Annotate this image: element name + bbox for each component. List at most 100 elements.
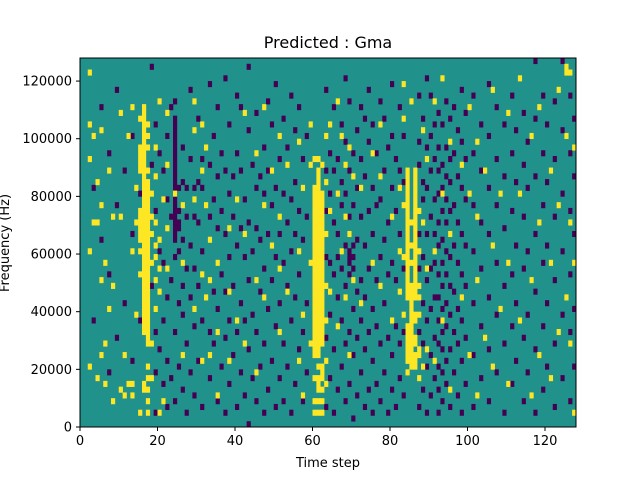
- low-level-cell: [502, 282, 507, 289]
- high-level-cell: [312, 375, 317, 382]
- low-level-cell: [428, 265, 433, 272]
- low-level-cell: [436, 386, 441, 393]
- low-level-cell: [463, 196, 468, 203]
- high-level-cell: [529, 132, 534, 140]
- high-level-cell: [297, 248, 302, 255]
- high-level-cell: [343, 294, 348, 301]
- low-level-cell: [390, 352, 395, 359]
- low-level-cell: [366, 386, 371, 393]
- low-level-cell: [393, 403, 399, 411]
- low-level-cell: [397, 230, 402, 238]
- high-level-cell: [316, 311, 321, 318]
- high-level-cell: [215, 259, 220, 266]
- low-level-cell: [281, 115, 286, 122]
- low-level-cell: [173, 236, 178, 243]
- high-level-cell: [405, 230, 410, 238]
- high-level-cell: [409, 259, 414, 266]
- high-level-cell: [409, 328, 414, 336]
- low-level-cell: [289, 92, 294, 99]
- high-level-cell: [277, 265, 282, 272]
- low-level-cell: [362, 403, 368, 411]
- low-level-cell: [436, 144, 441, 151]
- low-level-cell: [324, 207, 329, 214]
- low-level-cell: [479, 265, 484, 272]
- low-level-cell: [161, 167, 166, 174]
- high-level-cell: [254, 369, 259, 376]
- high-level-cell: [506, 259, 511, 266]
- high-level-cell: [448, 386, 453, 393]
- low-level-cell: [343, 282, 348, 289]
- high-level-cell: [138, 150, 143, 157]
- high-level-cell: [149, 259, 154, 266]
- low-level-cell: [339, 265, 344, 272]
- high-level-cell: [316, 167, 321, 174]
- high-level-cell: [413, 277, 418, 284]
- high-level-cell: [564, 294, 569, 301]
- high-level-cell: [401, 115, 406, 122]
- low-level-cell: [169, 213, 174, 220]
- low-level-cell: [448, 179, 453, 186]
- low-level-cell: [455, 340, 461, 347]
- low-level-cell: [510, 380, 515, 387]
- high-level-cell: [409, 323, 414, 330]
- low-level-cell: [347, 259, 352, 266]
- low-level-cell: [417, 161, 422, 168]
- low-level-cell: [355, 184, 360, 191]
- high-level-cell: [316, 282, 321, 289]
- low-level-cell: [250, 311, 255, 318]
- high-level-cell: [316, 375, 321, 382]
- high-level-cell: [517, 190, 523, 197]
- low-level-cell: [324, 167, 329, 174]
- low-level-cell: [254, 184, 259, 191]
- low-level-cell: [440, 398, 445, 405]
- high-level-cell: [312, 225, 317, 232]
- low-level-cell: [572, 363, 577, 370]
- high-level-cell: [312, 265, 317, 272]
- low-level-cell: [432, 294, 437, 301]
- high-level-cell: [269, 242, 275, 249]
- low-level-cell: [339, 202, 344, 209]
- low-level-cell: [235, 328, 240, 336]
- low-level-cell: [188, 156, 193, 163]
- high-level-cell: [320, 323, 325, 330]
- high-level-cell: [564, 69, 569, 76]
- high-level-cell: [440, 75, 445, 82]
- low-level-cell: [432, 230, 437, 238]
- high-level-cell: [145, 230, 151, 238]
- high-level-cell: [149, 230, 154, 238]
- low-level-cell: [552, 403, 557, 411]
- high-level-cell: [529, 392, 534, 399]
- high-level-cell: [91, 132, 96, 140]
- high-level-cell: [556, 202, 561, 209]
- low-level-cell: [235, 242, 240, 249]
- high-level-cell: [370, 259, 375, 266]
- low-level-cell: [114, 334, 120, 341]
- high-level-cell: [91, 219, 96, 226]
- high-level-cell: [269, 167, 275, 174]
- low-level-cell: [250, 161, 255, 168]
- high-level-cell: [316, 323, 321, 330]
- low-level-cell: [452, 150, 457, 157]
- low-level-cell: [560, 58, 565, 65]
- high-level-cell: [324, 317, 329, 324]
- low-level-cell: [459, 86, 464, 93]
- high-level-cell: [142, 300, 147, 307]
- low-level-cell: [552, 98, 557, 105]
- high-level-cell: [145, 242, 151, 249]
- high-level-cell: [320, 248, 325, 255]
- y-tick-label: 80000: [31, 190, 72, 205]
- y-tick-label: 120000: [22, 75, 72, 90]
- low-level-cell: [424, 230, 430, 238]
- high-level-cell: [138, 167, 143, 174]
- high-level-cell: [312, 328, 317, 336]
- high-level-cell: [351, 277, 356, 284]
- high-level-cell: [417, 248, 422, 255]
- high-level-cell: [87, 363, 92, 370]
- high-level-cell: [421, 363, 426, 370]
- high-level-cell: [490, 242, 495, 249]
- high-level-cell: [409, 346, 414, 353]
- low-level-cell: [382, 369, 387, 376]
- low-level-cell: [281, 398, 286, 405]
- high-level-cell: [413, 173, 418, 180]
- low-level-cell: [130, 132, 135, 140]
